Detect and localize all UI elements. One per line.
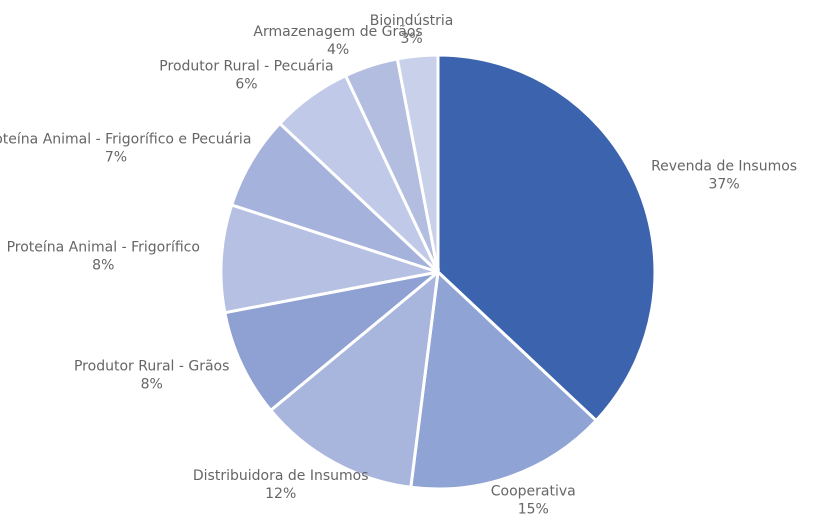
slice-label: Cooperativa <box>491 484 576 500</box>
pie-slice <box>219 203 439 315</box>
value-label: 8% <box>141 376 163 392</box>
pie-slice <box>409 268 599 491</box>
slice-label: Proteína Animal - Frigorífico <box>7 240 200 256</box>
value-label: 4% <box>327 42 349 58</box>
value-label: 7% <box>105 149 127 165</box>
slice-label: Bioindústria <box>370 13 454 29</box>
pie-slice <box>268 268 440 489</box>
slice-label: Revenda de Insumos <box>651 158 797 174</box>
slice-label: Armazenagem de Grãos <box>253 24 422 40</box>
value-label: 12% <box>265 486 296 502</box>
slice-label: Produtor Rural - Pecuária <box>159 58 333 74</box>
value-label: 6% <box>235 76 257 92</box>
value-label: 3% <box>400 31 422 47</box>
slice-label: Distribuidora de Insumos <box>193 468 369 484</box>
pie-slice <box>223 270 439 413</box>
value-label: 15% <box>518 502 549 518</box>
value-label: 8% <box>92 258 114 274</box>
pie-slice <box>395 53 440 273</box>
value-label: 37% <box>709 176 740 192</box>
slice-label: Proteína Animal - Frigorífico e Pecuária <box>0 131 251 147</box>
pie-slice <box>436 53 657 423</box>
slice-label: Produtor Rural - Grãos <box>74 358 229 374</box>
